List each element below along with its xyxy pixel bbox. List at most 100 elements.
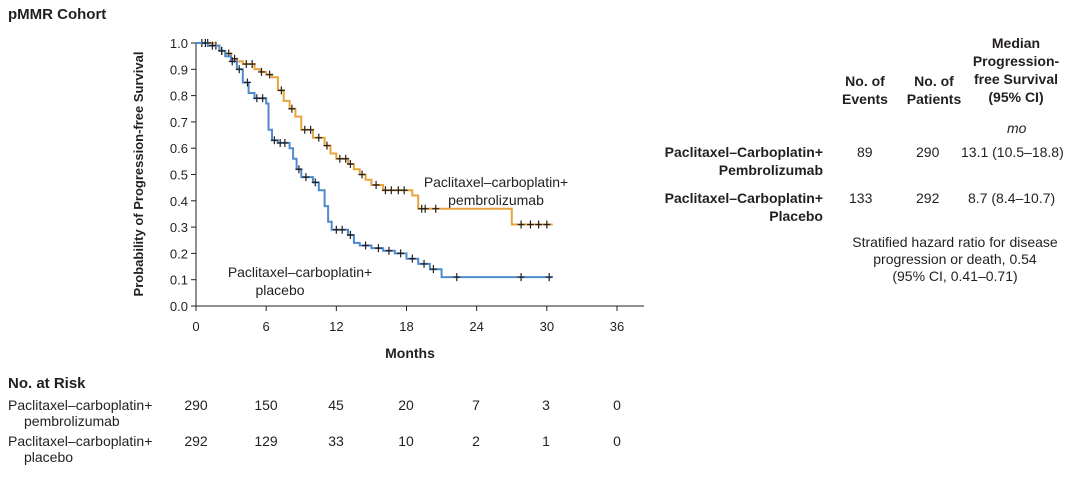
at-risk-count: 290 [184, 397, 208, 413]
x-tick-label: 6 [263, 319, 270, 334]
censor-mark [235, 65, 243, 74]
censor-mark [394, 186, 402, 195]
at-risk-row-label: Paclitaxel–carboplatin+ pembrolizumab [8, 397, 153, 429]
chart-series [196, 39, 553, 282]
censor-mark [228, 57, 236, 66]
y-tick-label: 0.2 [170, 246, 188, 261]
censor-mark [374, 244, 382, 253]
col-header-median: Median Progression- free Survival (95% CI) [972, 35, 1060, 105]
censor-mark [429, 265, 437, 274]
table-row-label: Paclitaxel–Carboplatin+ Placebo [664, 190, 823, 224]
censor-mark [408, 254, 416, 263]
censor-mark [248, 60, 256, 69]
censor-mark [432, 204, 440, 213]
at-risk-count: 10 [398, 433, 414, 449]
censor-mark [421, 204, 429, 213]
at-risk-count: 2 [472, 433, 480, 449]
censor-mark [208, 41, 216, 50]
censor-mark [342, 154, 350, 163]
at-risk-count: 3 [542, 397, 550, 413]
censor-mark [218, 46, 226, 55]
y-tick-label: 0.6 [170, 141, 188, 156]
series-line [196, 42, 553, 279]
censor-mark [332, 225, 340, 234]
x-tick-label: 12 [329, 319, 343, 334]
censor-mark [243, 78, 251, 87]
censor-mark [259, 94, 267, 103]
y-tick-label: 0.5 [170, 168, 188, 183]
x-tick-label: 36 [610, 319, 624, 334]
chart-title: pMMR Cohort [8, 6, 107, 23]
censor-mark [257, 67, 265, 76]
censor-mark [242, 60, 250, 69]
table-row-events: 133 [849, 190, 873, 206]
censor-mark [358, 170, 366, 179]
x-tick-label: 30 [540, 319, 554, 334]
at-risk-count: 292 [184, 433, 208, 449]
censor-mark [302, 173, 310, 182]
censor-mark [545, 273, 553, 282]
at-risk-count: 0 [613, 433, 621, 449]
series-label-placebo: placebo [255, 282, 304, 298]
censor-mark [346, 230, 354, 239]
col-header-patients: No. of Patients [906, 73, 962, 107]
hazard-ratio-note: Stratified hazard ratio for disease progr… [852, 234, 1058, 284]
table-row-median: 13.1 (10.5–18.8) [961, 144, 1064, 160]
censor-mark [387, 186, 395, 195]
censor-mark [201, 39, 209, 47]
at-risk-count: 1 [542, 433, 550, 449]
table-row-patients: 290 [916, 144, 940, 160]
y-tick-label: 0.1 [170, 273, 188, 288]
censor-mark [385, 246, 393, 255]
x-tick-label: 18 [399, 319, 413, 334]
at-risk-count: 7 [472, 397, 480, 413]
table-row-patients: 292 [916, 190, 940, 206]
y-tick-label: 0.9 [170, 62, 188, 77]
y-tick-label: 0.8 [170, 89, 188, 104]
censor-mark [301, 125, 309, 134]
x-tick-label: 24 [469, 319, 483, 334]
censor-mark [311, 178, 319, 187]
censor-mark [535, 220, 543, 229]
chart-axes: 0.0 0.1 0.2 0.3 0.4 0.5 0.6 0.7 0.8 0.9 1.0 0 6 12 18 2… [131, 36, 644, 361]
censor-mark [281, 138, 289, 147]
censor-mark [400, 186, 408, 195]
censor-mark [336, 154, 344, 163]
table-row-events: 89 [857, 144, 873, 160]
censor-mark [543, 220, 551, 229]
censor-mark [397, 249, 405, 258]
censor-mark [346, 159, 354, 168]
censor-mark [517, 220, 525, 229]
censor-mark [295, 165, 303, 174]
at-risk-count: 45 [328, 397, 344, 413]
series-label-placebo: Paclitaxel–carboplatin+ [228, 264, 372, 280]
censor-mark [323, 141, 331, 150]
table-row-median: 8.7 (8.4–10.7) [968, 190, 1056, 206]
at-risk-count: 129 [254, 433, 278, 449]
censor-mark [381, 186, 389, 195]
at-risk-count: 0 [613, 397, 621, 413]
censor-mark [372, 181, 380, 190]
y-tick-label: 0.7 [170, 115, 188, 130]
censor-mark [420, 259, 428, 268]
col-header-events: No. of Events [842, 73, 888, 107]
censor-mark [453, 273, 461, 282]
censor-mark [517, 273, 525, 282]
x-tick-label: 0 [192, 319, 199, 334]
y-axis-label: Probability of Progression-free Survival [131, 52, 146, 297]
at-risk-title: No. at Risk [8, 375, 86, 392]
series-label-pembrolizumab: pembrolizumab [448, 192, 544, 208]
censor-mark [253, 94, 261, 103]
at-risk-row-label: Paclitaxel–carboplatin+ placebo [8, 433, 153, 465]
y-tick-label: 0.0 [170, 299, 188, 314]
y-tick-label: 0.4 [170, 194, 188, 209]
x-axis-label: Months [385, 345, 435, 361]
censor-mark [307, 125, 315, 134]
table-row-label: Paclitaxel–Carboplatin+ Pembrolizumab [664, 144, 823, 178]
censor-mark [270, 136, 278, 145]
censor-mark [526, 220, 534, 229]
at-risk-count: 20 [398, 397, 414, 413]
at-risk-count: 33 [328, 433, 344, 449]
at-risk-count: 150 [254, 397, 278, 413]
series-label-pembrolizumab: Paclitaxel–carboplatin+ [424, 174, 568, 190]
